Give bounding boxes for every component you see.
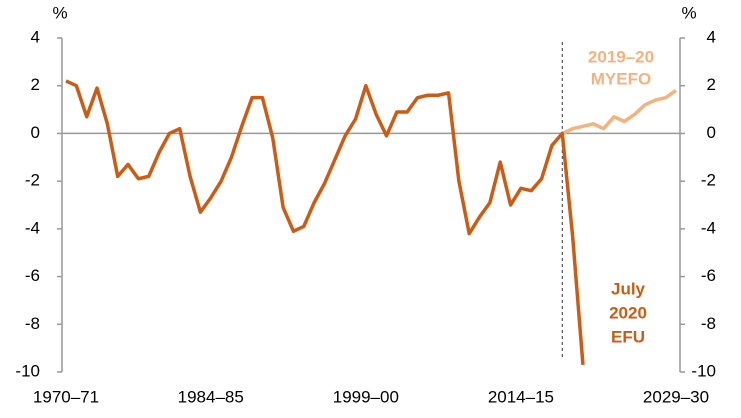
y2-tick-label: -8 (701, 314, 716, 333)
y2-tick-label: -2 (701, 171, 716, 190)
x-tick-label: 2029–30 (643, 387, 709, 406)
x-tick-label: 1999–00 (333, 387, 399, 406)
annotation: MYEFO (591, 69, 651, 88)
y-tick-label: -2 (25, 171, 40, 190)
y-tick-label: 0 (31, 123, 40, 142)
annotation: 2019–20 (588, 47, 654, 66)
x-tick-label: 1970–71 (33, 387, 99, 406)
y-tick-label: -6 (25, 266, 40, 285)
y2-tick-label: -4 (701, 218, 716, 237)
y2-tick-label: 2 (707, 75, 716, 94)
y-tick-label: 2 (31, 75, 40, 94)
y2-tick-label: -6 (701, 266, 716, 285)
x-tick-label: 1984–85 (178, 387, 244, 406)
series-line (65, 79, 585, 365)
y-tick-label: 4 (31, 27, 40, 46)
series-line (561, 89, 677, 136)
y2-tick-label: 0 (707, 123, 716, 142)
annotation: 2020 (609, 303, 647, 322)
y-tick-label: -8 (25, 314, 40, 333)
y-axis-label: % (52, 3, 67, 22)
y2-axis-label: % (681, 3, 696, 22)
annotation: July (611, 279, 646, 298)
x-tick-label: 2014–15 (488, 387, 554, 406)
y2-tick-label: -10 (691, 361, 716, 380)
y-tick-label: -10 (15, 361, 40, 380)
y-tick-label: -4 (25, 218, 40, 237)
annotation: EFU (611, 327, 645, 346)
y2-tick-label: 4 (707, 27, 716, 46)
